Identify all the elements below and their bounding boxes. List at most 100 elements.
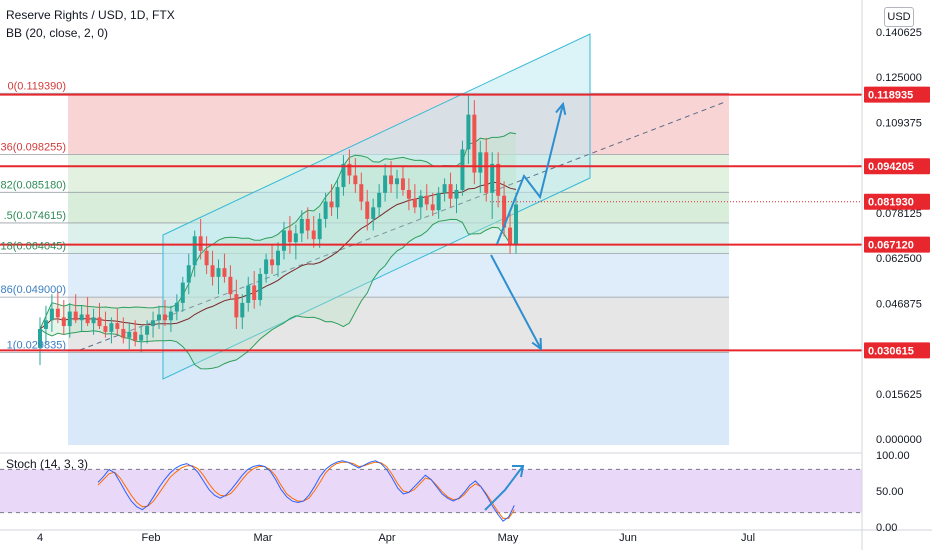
- candle-body: [293, 233, 298, 243]
- candle-body: [258, 273, 263, 300]
- candle-body: [240, 302, 245, 318]
- candle-body: [484, 152, 489, 193]
- time-tick-label: Apr: [378, 532, 395, 544]
- candle-body: [228, 276, 233, 295]
- price-tag-label: 0.118935: [868, 90, 913, 102]
- candle-body: [406, 189, 411, 199]
- bb-lower-band: [39, 218, 517, 370]
- stoch-tick-label: 100.00: [876, 450, 910, 462]
- price-tick-label: 0.125000: [876, 72, 922, 84]
- candle-body: [252, 285, 257, 300]
- stoch-tick-label: 50.00: [876, 486, 904, 498]
- candle-body: [61, 317, 66, 327]
- time-tick-label: Mar: [254, 532, 273, 544]
- candle-body: [335, 187, 340, 208]
- candle-body: [365, 201, 370, 219]
- stoch-title: Stoch (14, 3, 3): [6, 457, 88, 471]
- candle-body: [317, 218, 322, 240]
- candle-body: [496, 163, 501, 196]
- time-tick-label: Feb: [142, 532, 161, 544]
- candle-body: [311, 230, 316, 240]
- candle-body: [174, 302, 179, 312]
- candle-body: [270, 259, 275, 266]
- candle-body: [115, 323, 120, 329]
- stoch-band-fill: [0, 469, 862, 513]
- candle-body: [121, 328, 126, 338]
- candle-body: [55, 308, 60, 318]
- candle-body: [276, 250, 280, 266]
- candle-body: [38, 328, 42, 348]
- price-tick-label: 0.062500: [876, 253, 922, 265]
- candle-body: [287, 230, 292, 243]
- candle-body: [133, 331, 138, 341]
- projection-arrow-down-head: [531, 337, 543, 352]
- price-tag-label: 0.081930: [868, 197, 914, 209]
- candle-body: [329, 201, 334, 208]
- candle-body: [204, 250, 209, 266]
- candle-body: [210, 265, 215, 277]
- candle-body: [186, 265, 191, 283]
- candle-body: [359, 184, 364, 202]
- time-tick-label: Jun: [619, 532, 637, 544]
- fib-level-label: .5(0.074615): [4, 210, 66, 222]
- fib-level-label: 18(0.064045): [1, 241, 66, 253]
- time-tick-label: May: [498, 532, 519, 544]
- candle-body: [412, 198, 417, 208]
- stoch-arrow-head: [512, 465, 525, 478]
- candle-body: [442, 184, 447, 193]
- candle-body: [216, 268, 221, 277]
- projection-arrow-down: [490, 254, 542, 350]
- candle-body: [168, 311, 173, 321]
- candle-body: [383, 175, 388, 193]
- candle-body: [502, 195, 507, 228]
- candle-body: [43, 320, 48, 329]
- ascending-channel: [162, 33, 591, 380]
- candle-body: [157, 314, 161, 321]
- price-tag: [864, 342, 930, 359]
- candle-body: [246, 285, 251, 303]
- time-tick-label: 4: [37, 532, 43, 544]
- candle-body: [91, 317, 96, 324]
- candle-body: [49, 308, 54, 321]
- fib-level-label: 1(0.029835): [7, 340, 66, 352]
- candle-body: [418, 195, 423, 208]
- price-tick-label: 0.109375: [876, 117, 922, 129]
- price-tick-label: 0.000000: [876, 434, 922, 446]
- price-tick-label: 0.015625: [876, 389, 922, 401]
- candle-body: [234, 294, 239, 318]
- projection-arrow-up: [496, 103, 564, 245]
- candle-body: [145, 326, 150, 335]
- candle-body: [454, 189, 459, 199]
- price-tick-label: 0.046875: [876, 298, 922, 310]
- fib-level-label: 86(0.049000): [1, 284, 66, 296]
- candle-body: [139, 334, 144, 341]
- price-tag-label: 0.094205: [868, 161, 914, 173]
- price-tag-label: 0.067120: [868, 240, 914, 252]
- candle-body: [180, 282, 185, 303]
- candle-body: [97, 317, 102, 327]
- currency-button[interactable]: USD: [884, 7, 914, 27]
- price-tag: [864, 86, 930, 103]
- candle-body: [264, 259, 269, 274]
- candle-body: [371, 207, 376, 219]
- fib-level-label: 36(0.098255): [1, 141, 66, 153]
- candle-body: [299, 218, 304, 234]
- candle-body: [448, 184, 453, 199]
- candle-body: [460, 149, 465, 190]
- candle-body: [508, 227, 513, 245]
- candle-body: [466, 114, 471, 150]
- indicator-label: BB (20, close, 2, 0): [6, 26, 109, 40]
- price-tag: [864, 193, 930, 210]
- candle-body: [151, 320, 156, 327]
- candle-body: [400, 178, 405, 190]
- stoch-k-line: [97, 460, 515, 522]
- candle-body: [67, 311, 72, 327]
- time-tick-label: Jul: [741, 532, 755, 544]
- candle-body: [109, 323, 114, 332]
- candle-body: [73, 311, 78, 321]
- candle-body: [198, 236, 203, 251]
- projection-arrow-up-head: [555, 101, 567, 115]
- stoch-d-line: [97, 461, 515, 519]
- candle-body: [389, 175, 394, 185]
